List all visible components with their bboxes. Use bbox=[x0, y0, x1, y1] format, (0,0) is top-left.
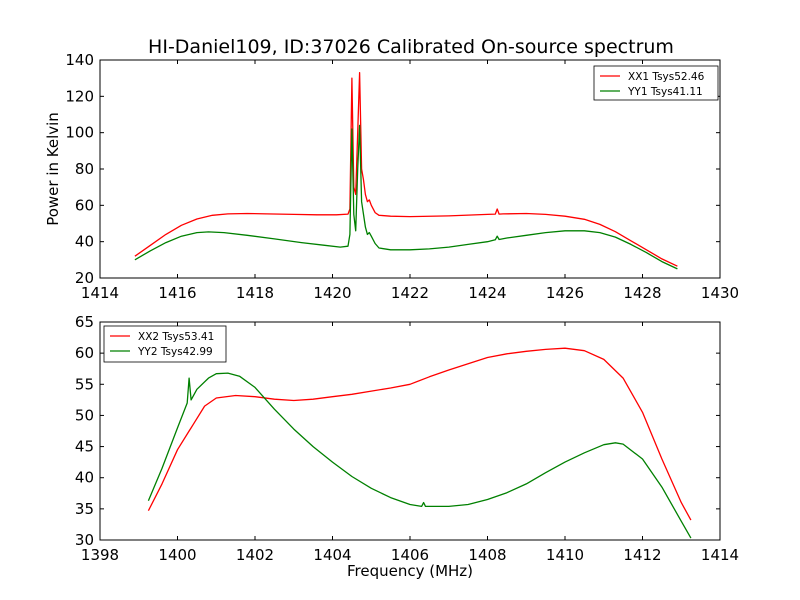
y-tick-label: 40 bbox=[75, 233, 94, 251]
x-tick-label: 1426 bbox=[546, 284, 584, 302]
x-tick-label: 1428 bbox=[623, 284, 661, 302]
legend-label-2: YY2 Tsys42.99 bbox=[137, 346, 213, 358]
x-tick-label: 1414 bbox=[701, 546, 739, 564]
x-tick-label: 1416 bbox=[158, 284, 196, 302]
legend-label-1: XX1 Tsys52.46 bbox=[628, 71, 705, 83]
x-tick-label: 1406 bbox=[391, 546, 429, 564]
series-group bbox=[134, 72, 678, 270]
bottom-axes: 1398 1400 1402 1404 1406 1408 1410 1412 1414 30 35… bbox=[75, 313, 739, 580]
x-axis-label: Frequency (MHz) bbox=[347, 562, 473, 580]
y-tick-label: 60 bbox=[75, 196, 94, 214]
x-tick-label: 1430 bbox=[701, 284, 739, 302]
legend: XX2 Tsys53.41 YY2 Tsys42.99 bbox=[103, 325, 227, 363]
y-axis-label: Power in Kelvin bbox=[44, 112, 62, 226]
y-tick-label: 100 bbox=[65, 124, 94, 142]
legend-label-1: XX2 Tsys53.41 bbox=[138, 331, 214, 343]
x-tick-label: 1404 bbox=[313, 546, 351, 564]
x-tick-label: 1408 bbox=[468, 546, 506, 564]
y-tick-label: 65 bbox=[75, 313, 94, 331]
y-tick-label: 40 bbox=[75, 469, 94, 487]
x-tick-label: 1410 bbox=[546, 546, 584, 564]
series-line-1 bbox=[147, 347, 692, 521]
x-tick-label: 1400 bbox=[158, 546, 196, 564]
legend-label-2: YY1 Tsys41.11 bbox=[627, 86, 703, 98]
series-line-1 bbox=[134, 72, 678, 267]
x-tick-label: 1402 bbox=[236, 546, 274, 564]
legend-box bbox=[103, 325, 227, 363]
x-tick-label: 1412 bbox=[623, 546, 661, 564]
chart-title: HI-Daniel109, ID:37026 Calibrated On-sou… bbox=[148, 36, 674, 58]
y-tick-label: 20 bbox=[75, 269, 94, 287]
y-tick-label: 80 bbox=[75, 160, 94, 178]
series-line-2 bbox=[147, 372, 692, 539]
y-tick-label: 120 bbox=[65, 87, 94, 105]
y-tick-label: 30 bbox=[75, 531, 94, 549]
y-tick-label: 140 bbox=[65, 51, 94, 69]
series-line-2 bbox=[134, 124, 678, 270]
x-tick-label: 1420 bbox=[313, 284, 351, 302]
y-tick-label: 60 bbox=[75, 344, 94, 362]
y-tick-label: 50 bbox=[75, 406, 94, 424]
legend: XX1 Tsys52.46 YY1 Tsys41.11 bbox=[593, 65, 719, 101]
y-tick-label: 45 bbox=[75, 438, 94, 456]
y-tick-label: 35 bbox=[75, 500, 94, 518]
x-tick-label: 1424 bbox=[468, 284, 506, 302]
x-tick-label: 1398 bbox=[81, 546, 119, 564]
x-tick-label: 1422 bbox=[391, 284, 429, 302]
x-tick-label: 1414 bbox=[81, 284, 119, 302]
top-axes: 1414 1416 1418 1420 1422 1424 1426 1428 1430 20 40… bbox=[44, 51, 739, 302]
series-group bbox=[147, 347, 692, 539]
y-tick-label: 55 bbox=[75, 375, 94, 393]
legend-box bbox=[593, 65, 719, 101]
x-tick-label: 1418 bbox=[236, 284, 274, 302]
